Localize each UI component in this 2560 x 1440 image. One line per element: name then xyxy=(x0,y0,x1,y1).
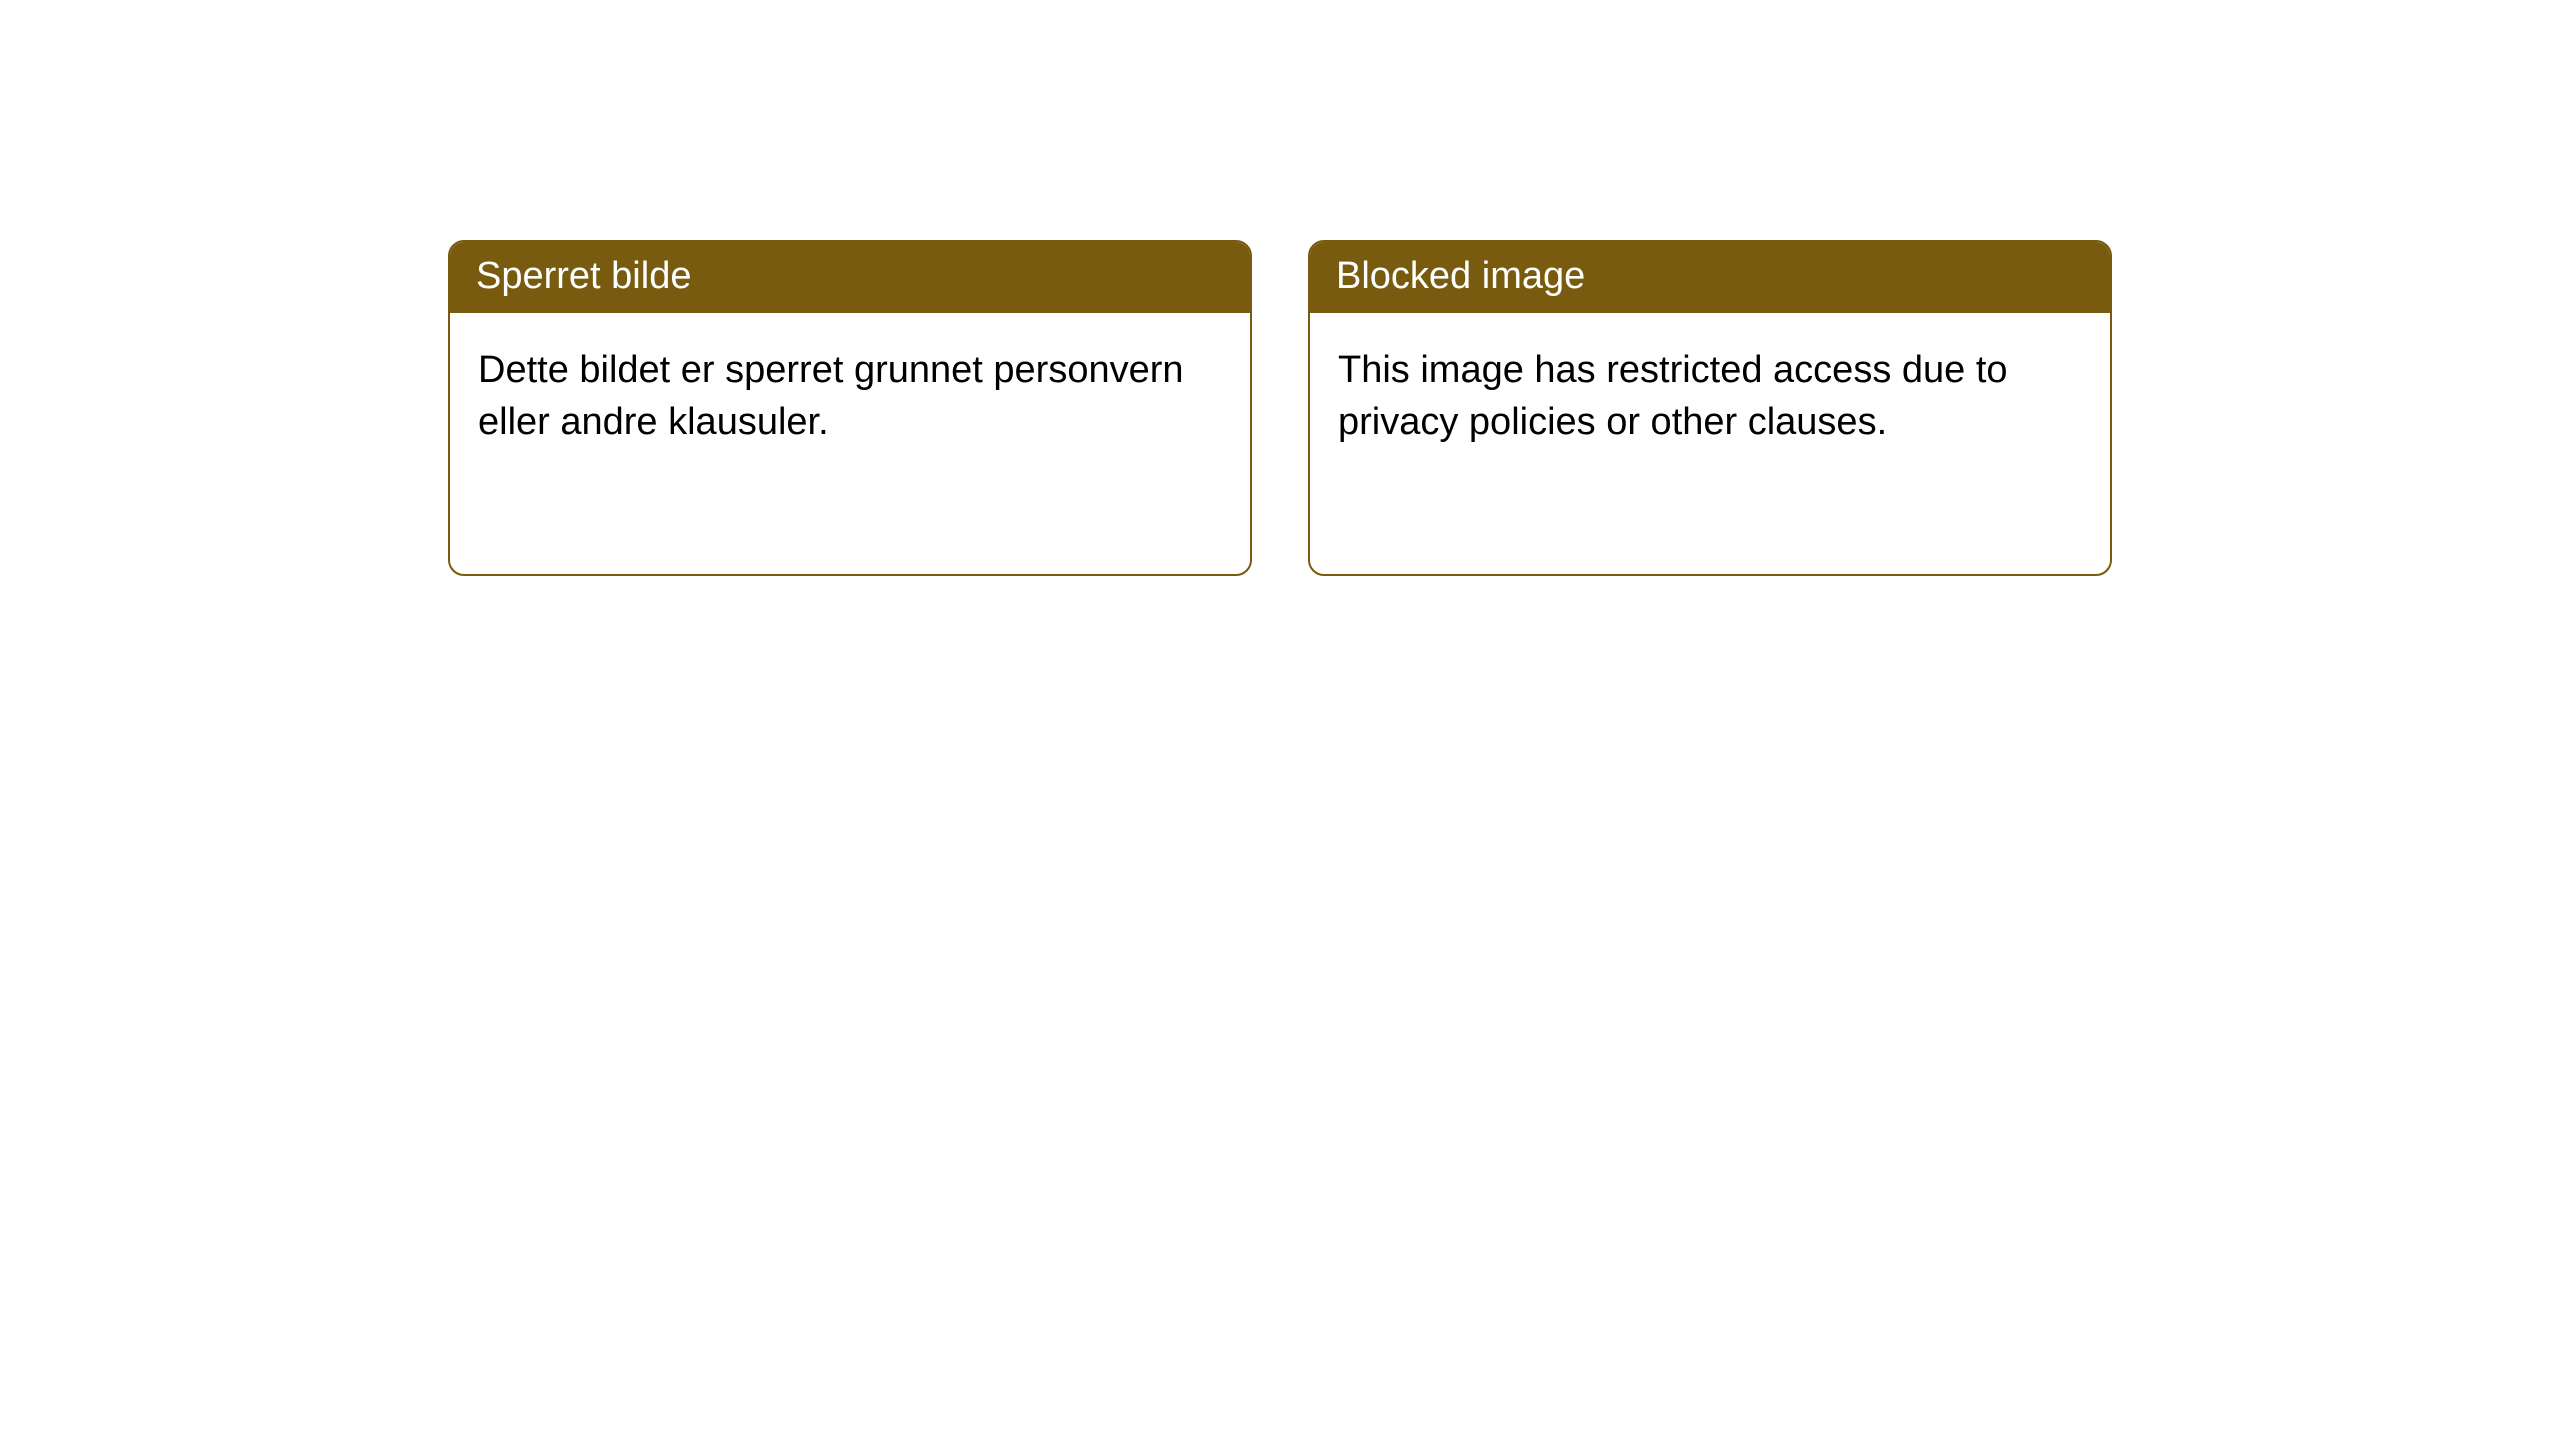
notice-card-norwegian: Sperret bilde Dette bildet er sperret gr… xyxy=(448,240,1252,576)
notice-card-english: Blocked image This image has restricted … xyxy=(1308,240,2112,576)
notice-body: This image has restricted access due to … xyxy=(1310,313,2110,480)
notice-body: Dette bildet er sperret grunnet personve… xyxy=(450,313,1250,480)
notice-container: Sperret bilde Dette bildet er sperret gr… xyxy=(0,0,2560,576)
notice-header: Blocked image xyxy=(1310,242,2110,313)
notice-header: Sperret bilde xyxy=(450,242,1250,313)
